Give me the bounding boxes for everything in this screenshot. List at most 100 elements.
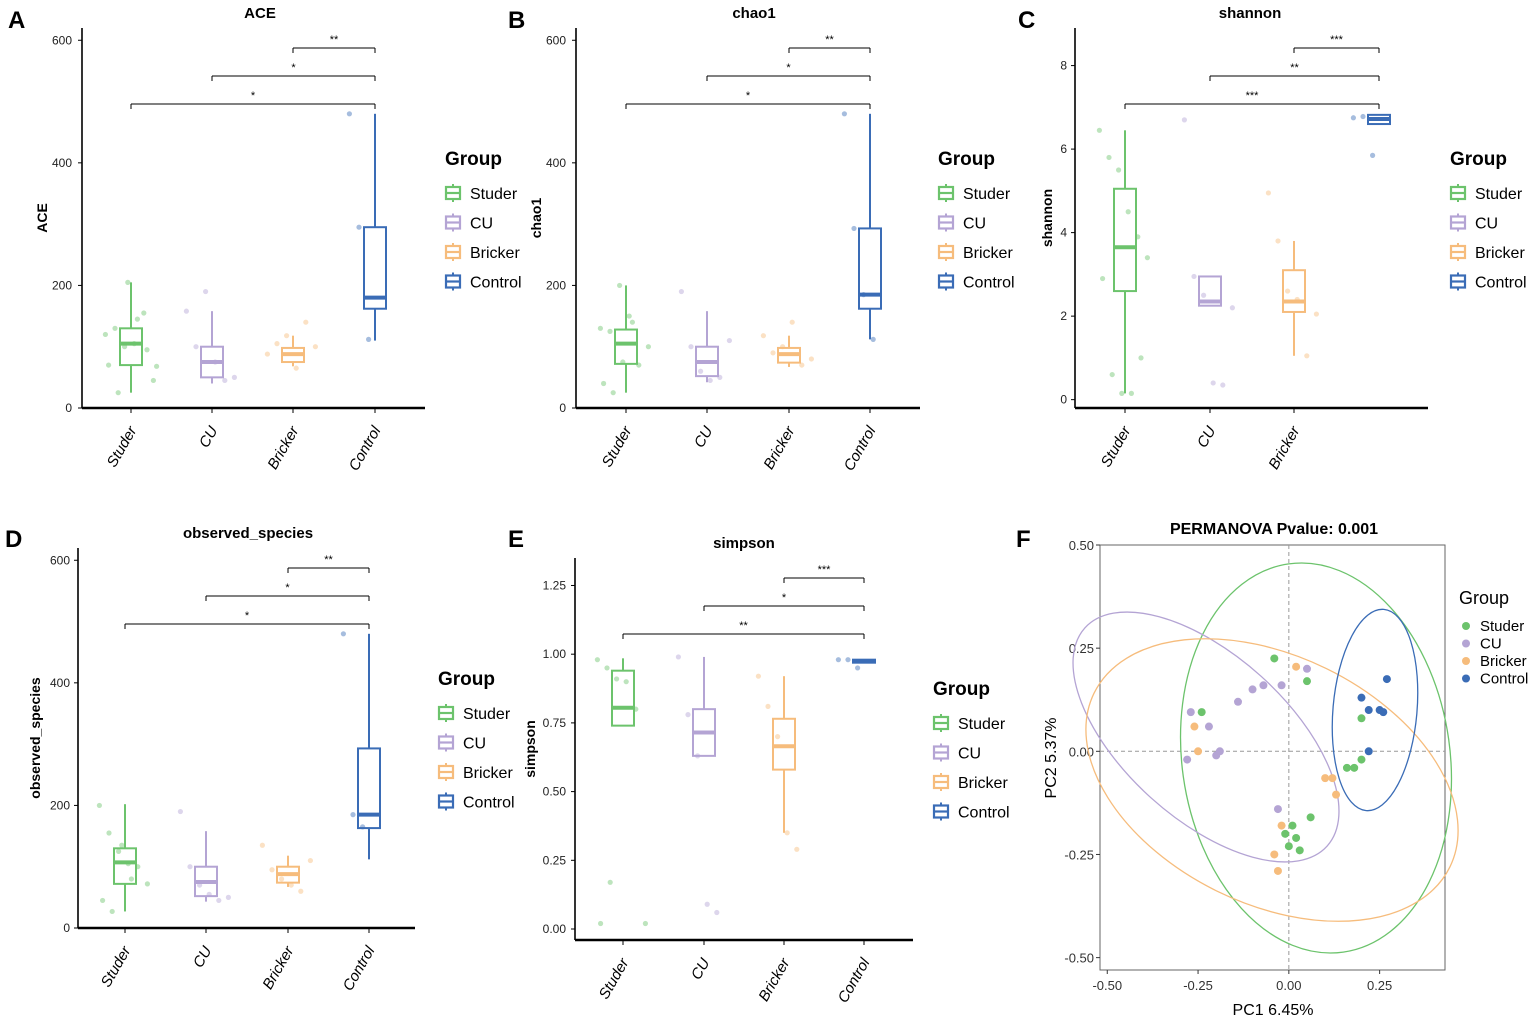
- point-bricker: [1194, 747, 1203, 756]
- legend-label-control: Control: [463, 795, 515, 812]
- significance-label: *: [251, 90, 256, 102]
- significance-label: *: [746, 90, 751, 102]
- point-cu: [1303, 664, 1311, 673]
- panel-label: C: [1018, 7, 1035, 34]
- data-point-bricker: [799, 362, 805, 368]
- legend-key-bricker: [1449, 243, 1467, 261]
- y-tick-label: 200: [52, 278, 72, 292]
- x-tick-label-control: Control: [340, 943, 379, 994]
- data-point-cu: [1210, 380, 1216, 386]
- data-point-studer: [1106, 154, 1112, 161]
- data-point-studer: [1100, 275, 1106, 282]
- significance-bracket: ***: [783, 564, 865, 583]
- box-body: [1198, 275, 1222, 307]
- data-point-studer: [617, 282, 623, 289]
- box-body: [614, 328, 638, 365]
- y-tick-label: 0: [63, 921, 70, 935]
- data-point-studer: [1096, 127, 1102, 133]
- data-point-studer: [109, 908, 115, 915]
- legend-key-control: [444, 272, 462, 291]
- data-point-studer: [645, 344, 652, 350]
- legend-label-cu: CU: [958, 746, 981, 763]
- data-point-bricker: [293, 365, 299, 371]
- data-point-bricker: [279, 876, 285, 882]
- x-tick-label-control: Control: [346, 423, 385, 474]
- significance-label: *: [245, 610, 250, 622]
- data-point-bricker: [264, 351, 270, 357]
- legend-label-bricker: Bricker: [1480, 653, 1527, 670]
- y-tick-label: 0: [65, 401, 72, 415]
- data-point-bricker: [1265, 190, 1271, 196]
- data-point-studer: [614, 676, 620, 682]
- data-point-control: [851, 225, 857, 232]
- box-body: [1113, 187, 1137, 293]
- point-studer: [1350, 763, 1359, 772]
- significance-bracket: *: [703, 592, 865, 611]
- data-point-studer: [106, 830, 112, 836]
- legend-key-studer: [444, 184, 462, 202]
- data-point-studer: [594, 657, 601, 663]
- ellipse-control: [1331, 608, 1419, 812]
- y-tick-label: 2: [1060, 309, 1067, 323]
- legend-key-bricker: [937, 243, 955, 261]
- y-tick-label: 400: [52, 156, 72, 170]
- data-point-studer: [607, 328, 613, 334]
- data-point-bricker: [288, 882, 294, 888]
- point-cu: [1277, 681, 1286, 690]
- box-studer: [119, 282, 143, 393]
- x-tick-label-control: Control: [835, 955, 874, 1006]
- x-tick-label-studer: Studer: [596, 955, 633, 1003]
- data-point-cu: [231, 374, 237, 380]
- y-tick-label: 400: [50, 676, 70, 690]
- y-axis-label: PC2 5.37%: [1043, 718, 1060, 799]
- box-control: [357, 633, 381, 860]
- point-studer: [1357, 714, 1366, 723]
- significance-label: *: [786, 62, 791, 74]
- data-point-cu: [1191, 273, 1197, 280]
- point-bricker: [1328, 774, 1337, 783]
- y-tick-label: -0.25: [1064, 847, 1094, 862]
- legend-dot-cu: [1462, 639, 1470, 648]
- y-tick-label: 0: [559, 401, 566, 415]
- significance-bracket: **: [292, 34, 376, 53]
- y-tick-label: 0.25: [543, 853, 567, 867]
- significance-bracket: **: [622, 620, 865, 639]
- data-point-bricker: [755, 673, 762, 679]
- y-tick-label: 600: [546, 33, 566, 47]
- legend-title: Group: [1459, 588, 1509, 608]
- box-cu: [692, 656, 716, 757]
- box-bricker: [1282, 240, 1306, 356]
- point-bricker: [1321, 774, 1330, 783]
- box-body: [611, 669, 635, 727]
- point-studer: [1197, 708, 1206, 717]
- box-bricker: [777, 335, 801, 367]
- data-point-studer: [610, 390, 616, 396]
- panel-label: E: [508, 526, 524, 553]
- legend-label-studer: Studer: [470, 186, 518, 203]
- data-point-studer: [607, 879, 613, 885]
- data-point-cu: [685, 712, 691, 718]
- y-tick-label: 200: [546, 278, 566, 292]
- box-body: [858, 227, 882, 310]
- point-control: [1382, 675, 1391, 684]
- x-tick-label-studer: Studer: [599, 423, 636, 471]
- point-studer: [1295, 846, 1304, 855]
- y-tick-label: 600: [52, 33, 72, 47]
- data-point-cu: [216, 897, 222, 904]
- legend-label-bricker: Bricker: [470, 245, 520, 262]
- legend-label-control: Control: [1475, 275, 1527, 292]
- data-point-control: [346, 111, 352, 117]
- legend-label-bricker: Bricker: [963, 245, 1013, 262]
- data-point-bricker: [775, 734, 781, 740]
- data-point-cu: [1201, 292, 1207, 298]
- data-point-cu: [714, 909, 720, 916]
- x-tick-label-control: Control: [841, 423, 880, 474]
- x-tick-label-studer: Studer: [98, 943, 135, 991]
- y-tick-label: 0.50: [1069, 538, 1094, 553]
- data-point-control: [855, 665, 861, 671]
- legend-key-studer: [937, 184, 955, 202]
- significance-label: **: [330, 34, 339, 46]
- legend-key-control: [937, 272, 955, 291]
